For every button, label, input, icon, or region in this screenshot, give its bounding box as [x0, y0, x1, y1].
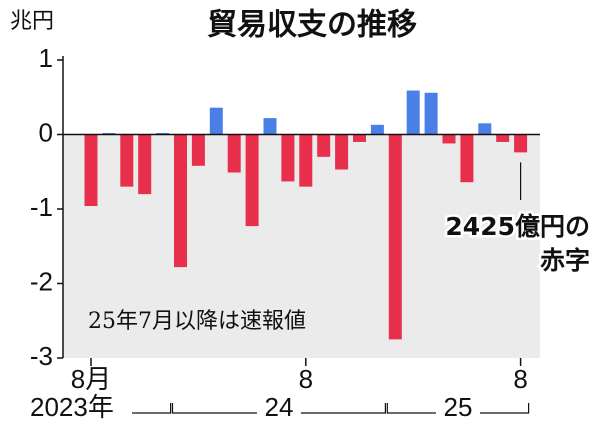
y-tick-label: -2	[30, 266, 53, 296]
chart-title: 貿易収支の推移	[207, 8, 417, 43]
bar	[442, 134, 456, 144]
bar	[335, 134, 349, 170]
bar	[317, 134, 331, 157]
bar	[209, 107, 223, 135]
bar	[263, 118, 277, 135]
x-tick-label: 8	[299, 364, 313, 394]
bar	[353, 134, 366, 142]
bar	[174, 134, 187, 268]
bar	[478, 123, 492, 135]
bar	[138, 134, 152, 195]
y-tick-label: -1	[30, 192, 53, 222]
bar	[514, 134, 528, 153]
year-bracket	[386, 403, 530, 414]
bar	[191, 134, 205, 166]
annotation: 赤字	[540, 246, 590, 275]
y-tick-label: 1	[39, 43, 53, 73]
year-label: 2023年	[30, 392, 114, 422]
bar	[281, 134, 295, 182]
annotation: 2425億円の	[445, 212, 590, 241]
year-label: 24	[264, 392, 293, 422]
y-tick-label: 0	[39, 117, 53, 147]
year-bracket	[132, 403, 172, 414]
bar	[245, 134, 259, 227]
bar	[299, 134, 313, 187]
bar	[424, 92, 438, 135]
x-tick-label: 8	[513, 364, 527, 394]
bar	[460, 134, 474, 183]
x-tick-label: 8月	[71, 364, 111, 394]
bar	[227, 134, 241, 173]
note: 25年7月以降は速報値	[88, 309, 306, 334]
bar	[370, 124, 384, 135]
year-bracket	[171, 403, 386, 414]
bar	[120, 134, 134, 187]
bar	[84, 134, 98, 207]
bar	[388, 134, 402, 340]
year-label: 25	[443, 392, 472, 422]
bar	[406, 90, 420, 135]
y-unit: 兆円	[10, 9, 54, 34]
y-tick-label: -3	[30, 341, 53, 371]
bar	[496, 134, 510, 142]
